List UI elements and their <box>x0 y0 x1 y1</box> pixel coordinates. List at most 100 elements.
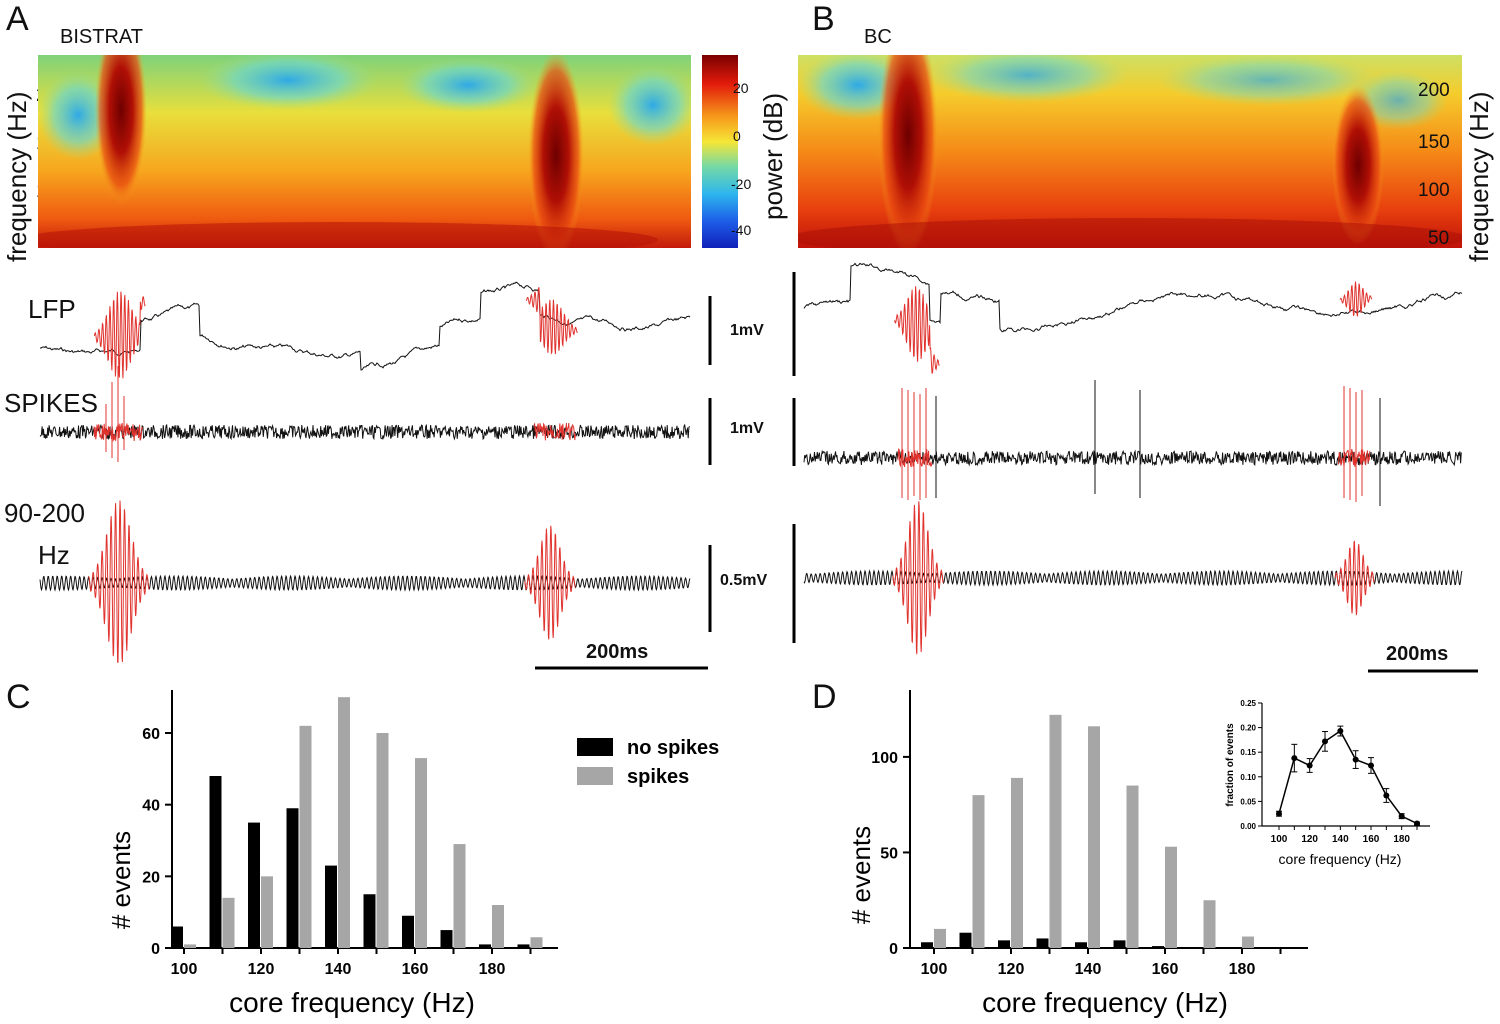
colorbar-tick-minus20: -20 <box>731 176 752 192</box>
inset-ylabel: fraction of events <box>1225 723 1236 807</box>
chart-d-ytick-label: 0 <box>889 941 898 958</box>
chart-c-bar-spikes <box>184 944 196 948</box>
band-label-line1: 90-200 <box>4 498 85 528</box>
inset-point <box>1276 810 1282 817</box>
chart-c-bar-spikes <box>299 725 312 948</box>
chart-d-bar-spikes <box>1126 785 1139 948</box>
inset-point <box>1337 728 1344 735</box>
chart-d-bar-nospikes <box>1075 942 1087 948</box>
inset-series-line <box>1278 729 1418 825</box>
chart-c-legend-swatch-spikes <box>577 767 613 785</box>
chart-d-ylabel: # events <box>846 826 876 924</box>
colorbar-tick-20: 20 <box>733 80 749 96</box>
chart-c-xtick-label: 120 <box>248 961 275 978</box>
chart-c-ytick-label: 60 <box>142 726 160 743</box>
lfp-trace-b-ripple <box>1339 281 1373 317</box>
panel-a-cell-name: BISTRAT <box>60 26 143 48</box>
colorbar-tick-0: 0 <box>733 128 741 144</box>
spikes-trace-b-burst <box>1337 449 1371 467</box>
chart-d-xlabel: core frequency (Hz) <box>982 987 1228 1018</box>
chart-c-xlabel: core frequency (Hz) <box>229 987 475 1018</box>
inset-point <box>1352 756 1359 763</box>
chart-c-bar-nospikes <box>517 944 530 948</box>
band-label-line2: Hz <box>38 540 70 570</box>
inset-xlabel: core frequency (Hz) <box>1279 851 1402 867</box>
chart-c-xtick-label: 140 <box>325 961 352 978</box>
chart-d-bar-spikes <box>1203 900 1216 948</box>
spectrogram-b-ytick-200: 200 <box>1418 80 1450 101</box>
chart-c-xtick-label: 180 <box>479 961 506 978</box>
colorbar-label: power (dB) <box>758 92 788 220</box>
inset-point <box>1291 755 1298 762</box>
chart-d: # events core frequency (Hz) fraction of… <box>846 690 1430 1018</box>
inset-point <box>1368 762 1374 769</box>
chart-c-bar-nospikes <box>325 865 337 948</box>
chart-c-bar-spikes <box>222 897 235 948</box>
chart-c-bar-nospikes <box>363 894 376 948</box>
chart-c-bar-spikes <box>415 758 427 948</box>
spectrogram-b <box>798 55 1462 248</box>
time-scale-b-text: 200ms <box>1386 643 1449 665</box>
inset-xtick-label: 140 <box>1332 834 1349 845</box>
band-trace-a-ripple <box>524 525 576 640</box>
time-scale-a-text: 200ms <box>586 641 649 663</box>
spikes-label: SPIKES <box>4 388 98 418</box>
panel-a-letter: A <box>6 0 29 38</box>
chart-c-ytick-label: 40 <box>142 798 160 815</box>
chart-c-xtick-label: 160 <box>402 961 429 978</box>
inset-xtick-label: 120 <box>1301 834 1318 845</box>
chart-d-bar-spikes <box>934 928 946 948</box>
inset-ytick-label: 0.00 <box>1240 822 1256 831</box>
spectrogram-a-ylabel: frequency (Hz) <box>2 91 32 263</box>
lfp-trace-b <box>803 262 1463 333</box>
chart-d-bar-nospikes <box>1036 938 1049 948</box>
lfp-trace-b-ripple <box>894 286 940 374</box>
inset-ytick-label: 0.20 <box>1240 724 1256 733</box>
scale-a-band-text: 0.5mV <box>720 572 768 589</box>
panel-c-letter: C <box>6 678 31 716</box>
chart-d-bar-spikes <box>1165 846 1177 948</box>
spikes-trace-a <box>39 423 691 441</box>
chart-c-bar-spikes <box>376 733 389 948</box>
inset-ytick-label: 0.10 <box>1240 773 1256 782</box>
spectrogram-b-ylabel: frequency (Hz) <box>1464 91 1494 263</box>
chart-c-ytick-label: 20 <box>142 869 160 886</box>
chart-d-ytick-label: 100 <box>871 750 898 767</box>
chart-d-xtick-label: 160 <box>1152 961 1179 978</box>
inset-xtick-label: 180 <box>1393 834 1410 845</box>
chart-c-bar-nospikes <box>479 944 491 948</box>
chart-c-xtick-label: 100 <box>171 961 198 978</box>
scale-a-spikes-text: 1mV <box>730 420 764 437</box>
chart-d-bar-spikes <box>1011 777 1023 948</box>
lfp-trace-a <box>39 281 691 371</box>
lfp-trace-a-ripple <box>93 291 146 379</box>
colorbar <box>702 55 738 248</box>
band-trace-b-ripple <box>1334 540 1375 616</box>
chart-c-bar-spikes <box>261 876 273 948</box>
inset-point <box>1383 792 1390 799</box>
chart-c-ytick-label: 0 <box>151 941 160 958</box>
chart-c-bar-nospikes <box>209 776 222 948</box>
colorbar-tick-minus40: -40 <box>731 222 752 238</box>
scale-a-lfp-text: 1mV <box>730 322 764 339</box>
chart-d-bar-nospikes <box>998 940 1010 948</box>
chart-c: # events core frequency (Hz) no spikes s… <box>106 690 719 1018</box>
chart-d-bar-spikes <box>1242 936 1254 948</box>
chart-d-bar-spikes <box>1088 726 1100 948</box>
chart-c-bar-nospikes <box>440 930 453 948</box>
spectrogram-b-ytick-100: 100 <box>1418 180 1450 201</box>
chart-d-xtick-label: 120 <box>998 961 1025 978</box>
chart-d-xtick-label: 100 <box>921 961 948 978</box>
lfp-trace-a-ripple <box>525 287 578 355</box>
inset-ytick-label: 0.25 <box>1240 699 1256 708</box>
panel-b-cell-name: BC <box>864 26 892 48</box>
panel-d-letter: D <box>812 678 837 716</box>
chart-d-bar-spikes <box>1049 714 1062 948</box>
chart-c-ylabel: # events <box>106 831 136 929</box>
chart-c-bar-spikes <box>453 844 466 948</box>
band-trace-a-ripple <box>88 500 150 664</box>
spectrogram-b-ytick-50: 50 <box>1428 228 1450 249</box>
spikes-trace-a-burst <box>533 422 576 441</box>
chart-c-bar-spikes <box>338 697 350 948</box>
chart-d-bar-nospikes <box>1113 940 1126 948</box>
